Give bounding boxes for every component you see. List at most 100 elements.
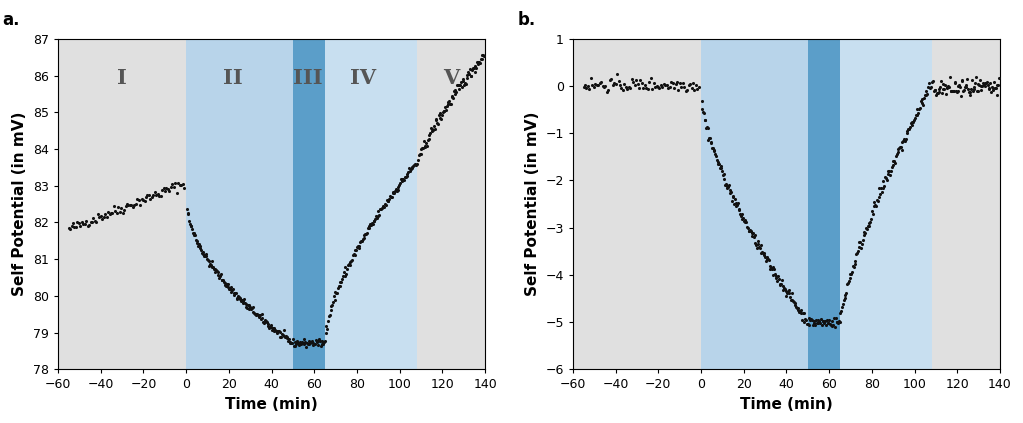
Point	[224, 287, 240, 294]
Point	[937, 82, 953, 89]
Point	[976, 81, 992, 88]
Point	[904, 118, 921, 125]
Point	[239, 302, 256, 308]
Point	[843, 270, 859, 277]
Point	[382, 193, 398, 200]
Point	[225, 286, 241, 292]
Point	[406, 162, 422, 169]
Point	[94, 216, 110, 223]
Point	[462, 72, 479, 79]
Point	[74, 219, 90, 226]
Point	[906, 115, 923, 121]
Point	[336, 268, 352, 275]
Point	[708, 153, 724, 160]
Point	[60, 224, 77, 231]
Point	[201, 258, 217, 265]
Point	[944, 88, 961, 95]
Point	[182, 221, 198, 228]
Point	[646, 80, 662, 86]
Point	[320, 313, 337, 319]
Point	[283, 340, 300, 346]
Point	[865, 199, 882, 206]
Point	[475, 56, 491, 63]
Point	[426, 122, 442, 129]
Point	[164, 181, 180, 187]
Point	[656, 80, 672, 87]
Point	[863, 207, 880, 214]
Point	[812, 316, 829, 323]
Point	[394, 177, 410, 184]
Point	[151, 192, 168, 199]
Point	[71, 220, 87, 226]
Point	[105, 203, 122, 210]
Point	[687, 82, 704, 88]
Point	[920, 83, 936, 90]
Point	[594, 83, 611, 90]
Point	[773, 277, 790, 283]
Point	[322, 302, 339, 309]
Point	[429, 119, 445, 126]
Point	[777, 293, 794, 299]
Point	[957, 84, 973, 91]
Point	[731, 207, 748, 214]
Point	[714, 168, 730, 174]
Point	[294, 339, 310, 346]
Point	[440, 99, 456, 106]
Point	[350, 243, 366, 250]
Point	[926, 88, 942, 94]
Point	[745, 230, 761, 237]
Point	[233, 298, 250, 305]
Point	[985, 85, 1002, 92]
Point	[838, 290, 854, 297]
Point	[833, 310, 849, 316]
Point	[836, 297, 852, 303]
Point	[474, 52, 490, 59]
Point	[236, 299, 253, 306]
Point	[696, 110, 712, 116]
Point	[68, 223, 84, 230]
Point	[941, 74, 958, 80]
Point	[584, 81, 601, 88]
Point	[774, 283, 791, 289]
Bar	[325, 39, 416, 369]
Point	[415, 138, 432, 145]
Point	[403, 164, 419, 170]
Point	[211, 275, 227, 282]
Point	[149, 191, 166, 198]
Point	[131, 197, 147, 204]
Point	[954, 77, 971, 83]
Point	[742, 227, 758, 233]
Point	[969, 88, 985, 94]
Point	[274, 332, 291, 338]
Point	[166, 184, 182, 191]
Point	[676, 84, 693, 91]
Point	[203, 261, 219, 268]
Point	[980, 82, 996, 89]
Point	[193, 246, 210, 253]
Point	[306, 341, 322, 347]
Point	[712, 165, 728, 172]
Point	[420, 135, 437, 142]
Point	[881, 167, 897, 174]
Point	[928, 91, 944, 98]
Point	[363, 222, 380, 229]
Point	[706, 148, 722, 154]
Point	[983, 89, 999, 96]
Point	[104, 210, 121, 217]
Point	[421, 130, 438, 137]
Point	[176, 185, 192, 192]
Point	[760, 256, 776, 263]
Point	[884, 164, 900, 171]
Point	[399, 172, 415, 179]
Point	[652, 84, 668, 91]
Point	[267, 327, 283, 333]
Point	[418, 140, 435, 147]
Point	[204, 258, 220, 264]
Point	[698, 117, 714, 124]
Point	[936, 85, 952, 92]
Point	[62, 225, 79, 232]
Point	[366, 217, 383, 224]
Point	[790, 305, 806, 311]
Point	[242, 305, 259, 312]
Point	[383, 194, 399, 201]
